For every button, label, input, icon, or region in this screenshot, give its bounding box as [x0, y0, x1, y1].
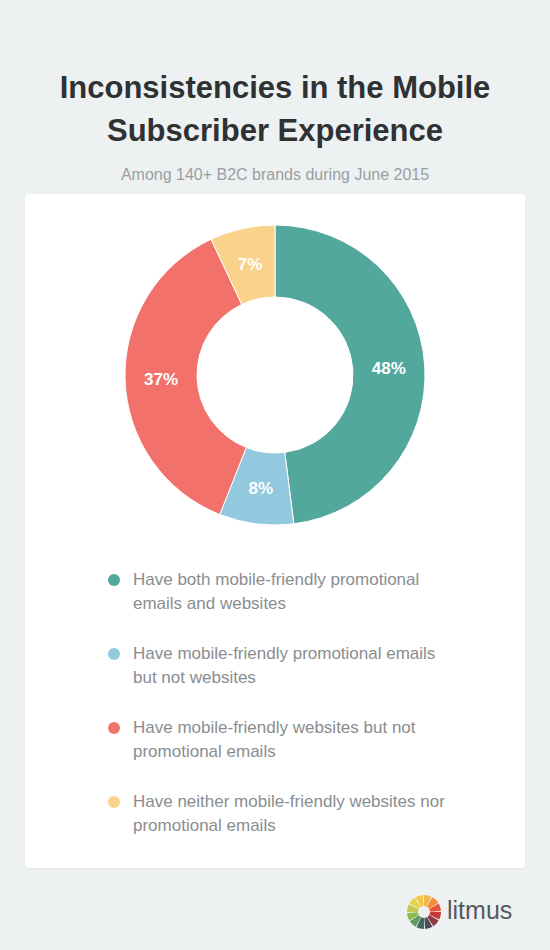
logo-segment	[424, 917, 432, 929]
legend-swatch	[108, 648, 120, 660]
slice	[211, 225, 275, 304]
logo-icon	[405, 893, 443, 931]
legend: Have both mobile-friendly promotional em…	[108, 568, 448, 864]
slice	[125, 239, 246, 514]
logo-segment	[407, 912, 419, 920]
slice	[275, 225, 425, 524]
donut-chart: 48% 8% 37% 7%	[25, 194, 525, 564]
subtitle: Among 140+ B2C brands during June 2015	[0, 166, 550, 184]
legend-label: Have both mobile-friendly promotional em…	[133, 570, 419, 613]
legend-item: Have neither mobile-friendly websites no…	[108, 790, 448, 838]
legend-label: Have mobile-friendly websites but not pr…	[133, 718, 416, 761]
data-label: 48%	[372, 359, 406, 378]
legend-item: Have both mobile-friendly promotional em…	[108, 568, 448, 616]
legend-item: Have mobile-friendly websites but not pr…	[108, 716, 448, 764]
data-label: 7%	[238, 255, 263, 274]
slices	[125, 225, 425, 525]
title: Inconsistencies in the Mobile Subscriber…	[20, 66, 530, 152]
logo-segment	[416, 895, 424, 907]
legend-swatch	[108, 574, 120, 586]
data-label: 37%	[144, 370, 178, 389]
legend-label: Have mobile-friendly promotional emails …	[133, 644, 435, 687]
legend-swatch	[108, 722, 120, 734]
brand: litmus	[447, 896, 512, 925]
data-label: 8%	[248, 479, 273, 498]
legend-swatch	[108, 796, 120, 808]
legend-item: Have mobile-friendly promotional emails …	[108, 642, 448, 690]
data-labels: 48% 8% 37% 7%	[144, 255, 406, 498]
logo-segment	[429, 904, 441, 912]
legend-label: Have neither mobile-friendly websites no…	[133, 792, 445, 835]
card: 48% 8% 37% 7% Have both mobile-friendly pro…	[25, 194, 525, 868]
